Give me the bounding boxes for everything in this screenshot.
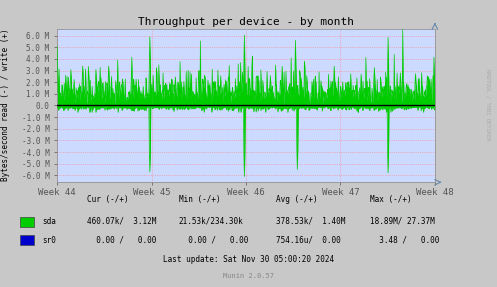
Text: Last update: Sat Nov 30 05:00:20 2024: Last update: Sat Nov 30 05:00:20 2024 [163,255,334,264]
Text: 0.00 /   0.00: 0.00 / 0.00 [87,236,157,245]
Text: 378.53k/  1.40M: 378.53k/ 1.40M [276,217,345,226]
Text: 18.89M/ 27.37M: 18.89M/ 27.37M [370,217,435,226]
Text: Avg (-/+): Avg (-/+) [276,195,318,204]
Text: 3.48 /   0.00: 3.48 / 0.00 [370,236,440,245]
Text: 754.16u/  0.00: 754.16u/ 0.00 [276,236,340,245]
Text: Min (-/+): Min (-/+) [179,195,221,204]
Text: sr0: sr0 [42,236,56,245]
Text: Max (-/+): Max (-/+) [370,195,412,204]
Text: sda: sda [42,217,56,226]
Text: Cur (-/+): Cur (-/+) [87,195,129,204]
Text: 21.53k/234.30k: 21.53k/234.30k [179,217,244,226]
Title: Throughput per device - by month: Throughput per device - by month [138,17,354,26]
Text: RRDTOOL / TOBI OETIKER: RRDTOOL / TOBI OETIKER [486,69,491,141]
Text: Bytes/second read (-) / write (+): Bytes/second read (-) / write (+) [1,28,10,181]
Text: 460.07k/  3.12M: 460.07k/ 3.12M [87,217,157,226]
Text: 0.00 /   0.00: 0.00 / 0.00 [179,236,248,245]
Text: Munin 2.0.57: Munin 2.0.57 [223,274,274,279]
